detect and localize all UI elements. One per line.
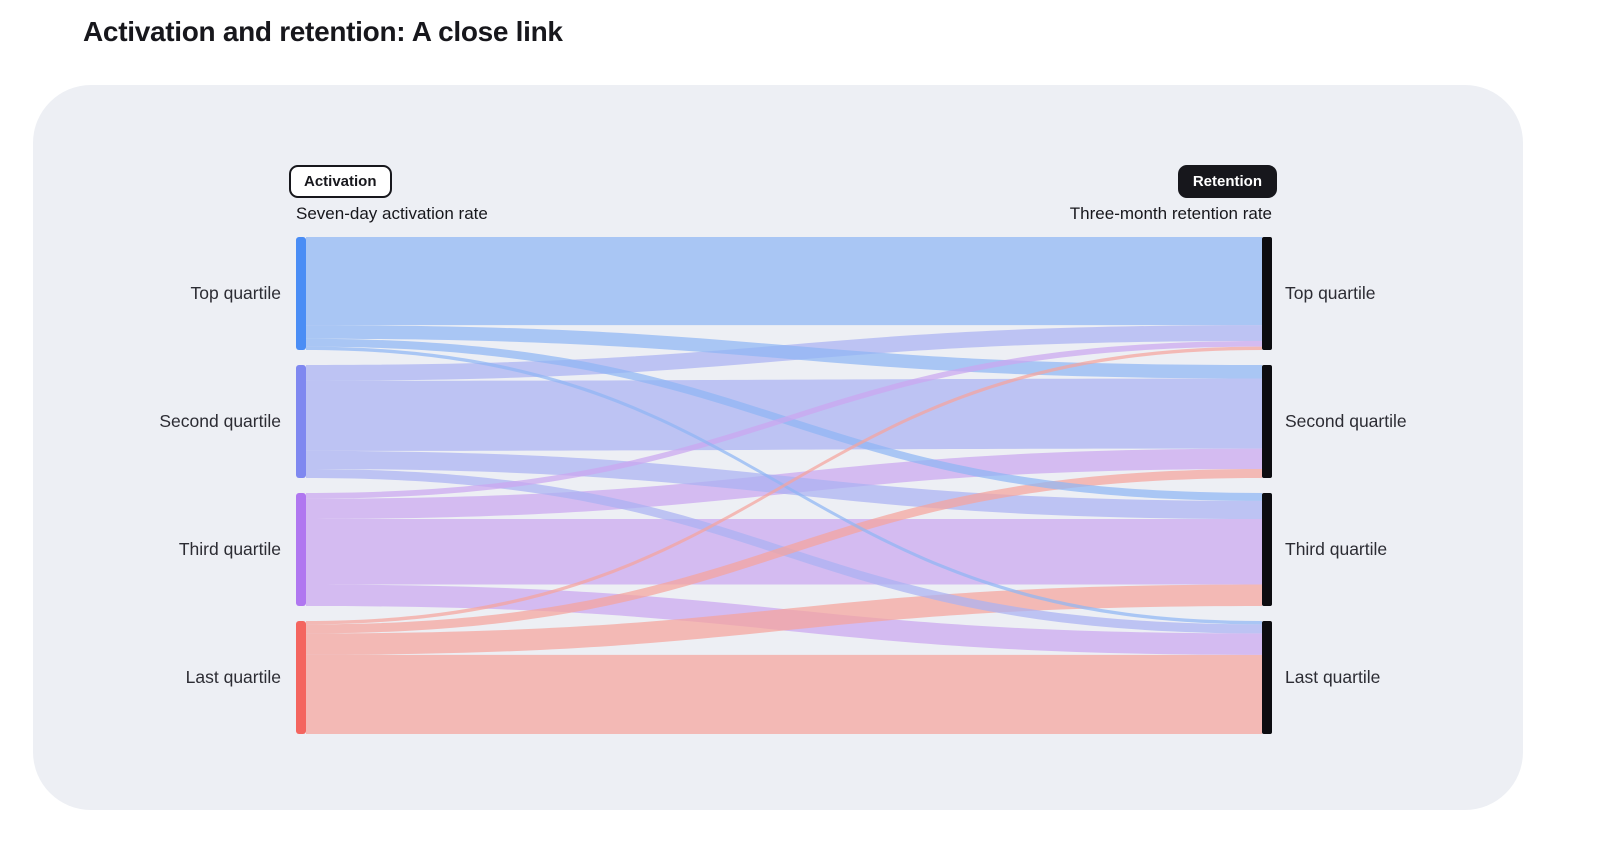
retention-subtitle: Three-month retention rate: [1069, 204, 1272, 223]
activation-badge: Activation: [289, 165, 392, 198]
chart-card: Activation Seven-day activation rate Ret…: [33, 85, 1523, 810]
sankey-flow-3-to-1: [306, 468, 1262, 634]
right-node-label-second-quartile: Second quartile: [1285, 411, 1407, 431]
sankey-flow-3-to-2: [306, 584, 1262, 655]
page-title: Activation and retention: A close link: [83, 16, 563, 47]
sankey-flow-3-to-3: [306, 654, 1262, 734]
left-node-label-second-quartile: Second quartile: [159, 411, 281, 431]
left-node-label-last-quartile: Last quartile: [185, 667, 281, 687]
sankey-diagram: [296, 237, 1272, 734]
right-node-label-last-quartile: Last quartile: [1285, 667, 1381, 687]
left-node-label-third-quartile: Third quartile: [178, 539, 281, 559]
sankey-flow-0-to-1: [306, 325, 1262, 379]
sankey-flow-2-to-0: [306, 340, 1262, 499]
activation-subtitle: Seven-day activation rate: [296, 204, 488, 223]
sankey-right-node-3: [1262, 621, 1272, 734]
sankey-right-node-1: [1262, 365, 1272, 478]
sankey-left-node-3: [296, 621, 306, 734]
sankey-flow-0-to-0: [306, 237, 1262, 326]
sankey-left-node-1: [296, 365, 306, 478]
sankey-right-node-0: [1262, 237, 1272, 350]
right-node-label-third-quartile: Third quartile: [1285, 539, 1388, 559]
sankey-right-node-2: [1262, 493, 1272, 606]
sankey-flow-1-to-1: [306, 378, 1262, 451]
retention-badge: Retention: [1177, 165, 1277, 198]
left-node-label-top-quartile: Top quartile: [190, 283, 281, 303]
sankey-left-node-0: [296, 237, 306, 350]
right-node-label-top-quartile: Top quartile: [1285, 283, 1376, 303]
sankey-left-node-2: [296, 493, 306, 606]
sankey-flow-3-to-0: [306, 346, 1262, 625]
